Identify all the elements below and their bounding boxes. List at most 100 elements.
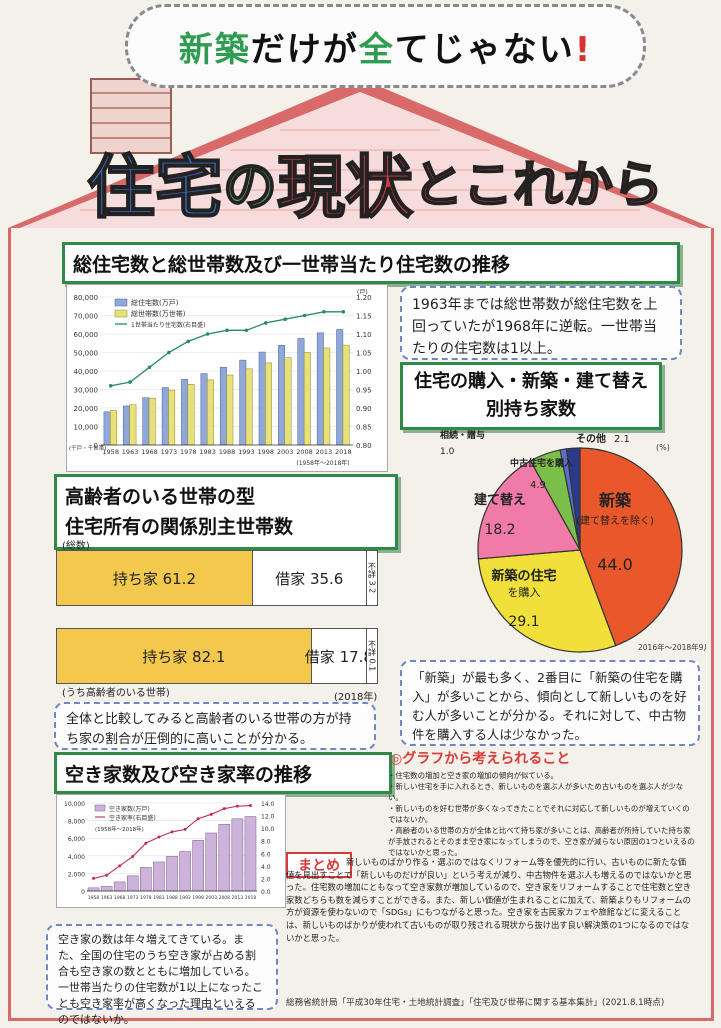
- x-tick-label: 2013: [232, 895, 244, 901]
- y-tick-label: 10,000: [74, 424, 99, 432]
- ratio-line: [110, 311, 344, 387]
- pie-slice: [477, 549, 617, 653]
- pie-slice: [477, 459, 581, 560]
- x-tick-label: 2018: [245, 895, 257, 901]
- x-tick-label: 1988: [219, 448, 236, 456]
- main-title-no: の: [222, 154, 278, 219]
- y2-tick-label: 8.0: [261, 839, 271, 846]
- household-bar: [187, 384, 195, 446]
- y-tick-label: 80,000: [74, 294, 99, 302]
- x-tick-label: 1983: [199, 448, 216, 456]
- x-tick-label: 1978: [140, 895, 152, 901]
- y2-tick-label: 1.15: [356, 313, 372, 321]
- vacancy-rate-point: [92, 876, 96, 880]
- pie-slice: [565, 447, 581, 551]
- y2-tick-label: 14.0: [261, 801, 275, 808]
- y2-tick-label: 12.0: [261, 814, 275, 821]
- y-tick-label: 6,000: [68, 836, 85, 843]
- section3-note: 空き家の数は年々増えてきている。また、全国の住宅のうち空き家が占める割合も空き家…: [46, 924, 278, 1026]
- pie-label-shinchiku: 新築: [599, 491, 632, 510]
- legend-swatch-housing: [114, 298, 128, 307]
- household-bar: [303, 352, 311, 446]
- top-speech-cloud: 新築だけが全てじゃない!: [125, 4, 646, 88]
- pie-period: 2016年～2018年9月: [638, 642, 706, 652]
- legend-swatch-household: [114, 309, 128, 318]
- legend-ratio: 1世帯当たり住宅数(右目盛): [131, 321, 206, 329]
- housing-bar: [239, 359, 247, 446]
- pie-label-sonota: その他: [576, 432, 606, 445]
- title-zen: 全: [358, 29, 395, 70]
- x-tick-label: 1963: [101, 895, 113, 901]
- vacancy-chart-svg: 10,000 8,000 6,000 4,000 2,000 0 14.0 12.0 10.0 8…: [64, 801, 275, 901]
- section2-heading-line1: 高齢者のいる世帯の型: [65, 486, 256, 508]
- y-tick-label: 20,000: [74, 405, 99, 413]
- pie-slice: [579, 447, 683, 647]
- pie-value-kounyu: 29.1: [508, 614, 539, 630]
- household-bar: [168, 389, 176, 446]
- x-tick-label: 2003: [206, 895, 218, 901]
- pie-label-souzoku: 相続・贈与: [440, 429, 485, 441]
- housing-bar: [316, 332, 324, 446]
- vacancy-bar: [113, 881, 126, 892]
- year-label: (2018年): [334, 692, 378, 703]
- y2-tick-label: 0.90: [356, 405, 372, 413]
- y-tick-label: 0: [94, 442, 98, 450]
- pie-value-tatekae: 18.2: [484, 522, 515, 538]
- x-tick-label: 1968: [114, 895, 126, 901]
- summary-text: 新しいものばかり作る・選ぶのではなくリフォーム等を優先的に行い、古いものに新たな…: [286, 857, 692, 943]
- section3-heading: 空き家数及び空き家率の推移: [54, 752, 392, 794]
- housing-bar: [336, 329, 344, 446]
- footer-source: 総務省統計局「平成30年住宅・土地統計調査」「住宅及び世帯に関する基本集計」(2…: [286, 998, 665, 1008]
- main-title-jutaku: 住宅: [86, 148, 224, 229]
- y-tick-label: 60,000: [74, 331, 99, 339]
- household-bar: [148, 397, 156, 446]
- title-shinchiku: 新築: [178, 29, 251, 70]
- legend-vacancy: 空き家数(万戸): [109, 805, 150, 813]
- y2-tick-label: 1.10: [356, 331, 372, 339]
- y-tick-label: 0: [81, 889, 85, 896]
- main-title-genjo: 現状: [276, 148, 414, 229]
- household-bar: [226, 374, 234, 446]
- y-tick-label: 30,000: [74, 387, 99, 395]
- housing-bar: [200, 373, 208, 446]
- vacancy-rate-line: [93, 804, 251, 879]
- title-post: てじゃない: [394, 29, 575, 70]
- y2-tick-label: 1.00: [356, 368, 372, 376]
- y2-tick-label: 0.0: [261, 889, 271, 896]
- y-tick-label: 40,000: [74, 368, 99, 376]
- x-tick-label: 1978: [180, 448, 197, 456]
- vacancy-bar: [205, 832, 218, 892]
- x-tick-label: 1988: [166, 895, 178, 901]
- house-frame: [8, 228, 714, 1021]
- household-bar: [284, 357, 292, 446]
- vacancy-bar: [100, 886, 113, 892]
- household-bar: [265, 362, 273, 446]
- section2-heading-line2: 住宅所有の関係別主世帯数: [65, 516, 294, 538]
- x-tick-label: 1968: [141, 448, 158, 456]
- consideration-item: ・新しい住宅を手に入れるとき、新しいものを選ぶ人が多いため古いものを選ぶ人が少な…: [388, 782, 684, 802]
- section1-heading: 総住宅数と総世帯数及び一世帯当たり住宅数の推移: [62, 242, 680, 284]
- x-tick-label: 1983: [153, 895, 165, 901]
- housing-bar: [297, 338, 305, 446]
- x-tick-label: 2008: [296, 448, 313, 456]
- housing-chart: 80,000 1.20 70,000 1.15 60,000 1.10 50,000 1.05…: [66, 284, 388, 472]
- considerations-list: ・住宅数の増加と空き家の増加の傾向が似ている。 ・新しい住宅を手に入れるとき、新し…: [384, 768, 700, 860]
- elderly-label: (うち高齢者のいる世帯): [62, 688, 170, 699]
- y2-unit: (戸): [357, 289, 368, 296]
- legend-rate: 空き家率(右目盛): [109, 814, 156, 822]
- y-tick-label: 50,000: [74, 350, 99, 358]
- legend-swatch-vacancy: [94, 804, 106, 812]
- vacancy-chart: 10,000 8,000 6,000 4,000 2,000 0 14.0 12.0 10.0 8…: [56, 794, 286, 908]
- household-bar: [245, 368, 253, 446]
- x-tick-label: 1958: [88, 895, 100, 901]
- total-bar-segment: 不詳 3.2: [366, 551, 377, 605]
- section1-note: 1963年までは総世帯数が総住宅数を上回っていたが1968年に逆転。一世帯当たり…: [400, 286, 682, 360]
- vacancy-bar: [231, 818, 244, 892]
- y2-tick-label: 1.05: [356, 350, 372, 358]
- legend-housing: 総住宅数(万戸): [131, 298, 179, 307]
- vacancy-bar: [179, 851, 191, 892]
- housing-bar: [219, 367, 227, 446]
- total-bar-segment: 借家 35.6: [252, 551, 367, 605]
- pie-label-kounyu2: を購入: [508, 585, 541, 599]
- main-title-korekara: とこれから: [412, 155, 664, 215]
